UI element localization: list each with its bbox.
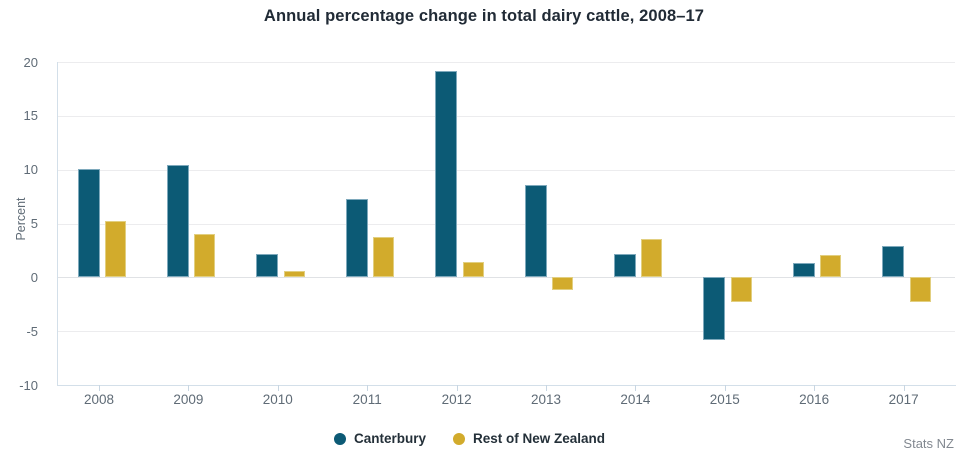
y-tick-label: 10 [23,162,38,178]
x-axis-line [57,385,956,386]
bar-rest-of-new-zealand-2013 [552,277,573,291]
x-tick-label: 2010 [262,392,293,407]
bar-rest-of-new-zealand-2017 [909,277,931,303]
bar-canterbury-2016 [792,263,815,278]
x-tick-label: 2012 [441,392,472,407]
gridline--5 [57,331,955,333]
x-axis-tick [188,385,190,391]
x-axis-tick [456,385,458,391]
bar-canterbury-2011 [345,198,368,278]
x-axis-tick [99,385,100,391]
bar-rest-of-new-zealand-2015 [730,277,752,303]
x-tick-label: 2011 [352,392,382,407]
bar-rest-of-new-zealand-2009 [194,234,216,278]
bar-canterbury-2009 [166,165,189,278]
y-tick-label: 5 [30,216,38,231]
bar-rest-of-new-zealand-2010 [283,270,305,278]
x-axis-tick [724,385,726,391]
bar-canterbury-2017 [882,246,905,278]
y-tick-label: -5 [26,323,38,339]
bar-canterbury-2013 [524,184,547,278]
x-axis-tick [903,385,905,391]
bar-canterbury-2008 [77,168,100,278]
x-axis-tick [546,385,547,391]
y-axis-line [57,62,58,385]
source-attribution: Stats NZ [903,436,954,451]
x-tick-label: 2008 [83,392,115,407]
gridline-15 [57,115,955,117]
x-tick-label: 2013 [530,392,562,407]
x-tick-label: 2016 [799,392,830,407]
y-tick-label: 20 [23,54,38,70]
x-tick-label: 2017 [888,392,919,407]
canterbury-legend-swatch [334,432,346,445]
x-axis-tick [277,385,279,391]
bar-rest-of-new-zealand-2016 [820,254,842,278]
gridline-5 [57,223,955,225]
x-axis-tick [635,385,637,391]
bar-canterbury-2015 [703,277,726,340]
legend-item-rest-of-nz: Rest of New Zealand [453,431,605,446]
x-tick-label: 2009 [173,392,204,407]
bar-rest-of-new-zealand-2008 [105,221,126,278]
bar-rest-of-new-zealand-2014 [641,238,663,278]
bar-canterbury-2014 [613,253,636,278]
y-tick-label: -10 [19,377,38,393]
gridline-10 [57,169,955,171]
chart-title: Annual percentage change in total dairy … [263,7,705,25]
bar-canterbury-2012 [435,70,458,278]
gridline-0 [57,277,955,279]
rest-of-nz-legend-swatch [453,432,466,445]
bar-rest-of-new-zealand-2011 [373,237,395,278]
x-tick-label: 2014 [620,392,651,407]
legend-item-canterbury: Canterbury [334,431,426,446]
y-tick-label: 0 [30,269,38,285]
legend-label-rest-of-nz: Rest of New Zealand [473,431,606,446]
legend-label-canterbury: Canterbury [354,431,427,446]
x-tick-label: 2015 [709,392,740,407]
x-axis-tick [814,385,816,391]
bar-canterbury-2010 [256,253,279,278]
y-tick-label: 15 [23,108,38,124]
gridline-20 [57,62,955,63]
bar-rest-of-new-zealand-2012 [462,262,484,278]
legend: Canterbury Rest of New Zealand [334,431,605,446]
x-axis-tick [367,385,369,391]
